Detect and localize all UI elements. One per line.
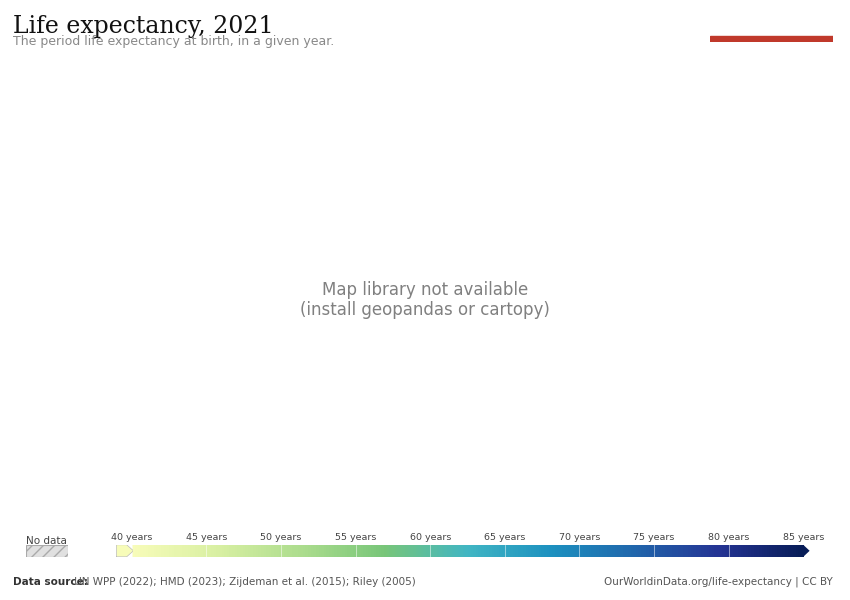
Text: 70 years: 70 years: [558, 533, 600, 542]
Bar: [710, 36, 833, 42]
Text: OurWorldinData.org/life-expectancy | CC BY: OurWorldinData.org/life-expectancy | CC …: [604, 576, 833, 587]
Text: 45 years: 45 years: [185, 533, 227, 542]
Text: Our World: Our World: [738, 10, 805, 23]
Text: Life expectancy, 2021: Life expectancy, 2021: [13, 15, 274, 38]
Text: 50 years: 50 years: [260, 533, 302, 542]
Text: UN WPP (2022); HMD (2023); Zijdeman et al. (2015); Riley (2005): UN WPP (2022); HMD (2023); Zijdeman et a…: [71, 577, 416, 587]
Text: The period life expectancy at birth, in a given year.: The period life expectancy at birth, in …: [13, 35, 334, 48]
Text: 75 years: 75 years: [633, 533, 675, 542]
Text: 65 years: 65 years: [484, 533, 525, 542]
Polygon shape: [116, 545, 133, 557]
Text: 80 years: 80 years: [708, 533, 750, 542]
Text: Map library not available
(install geopandas or cartopy): Map library not available (install geopa…: [300, 281, 550, 319]
Text: Data source:: Data source:: [13, 577, 88, 587]
Text: 60 years: 60 years: [410, 533, 450, 542]
Text: No data: No data: [26, 536, 67, 546]
Text: in Data: in Data: [747, 22, 796, 35]
Polygon shape: [803, 545, 809, 557]
Text: 55 years: 55 years: [335, 533, 377, 542]
Text: 40 years: 40 years: [111, 533, 152, 542]
Text: 85 years: 85 years: [783, 533, 824, 542]
